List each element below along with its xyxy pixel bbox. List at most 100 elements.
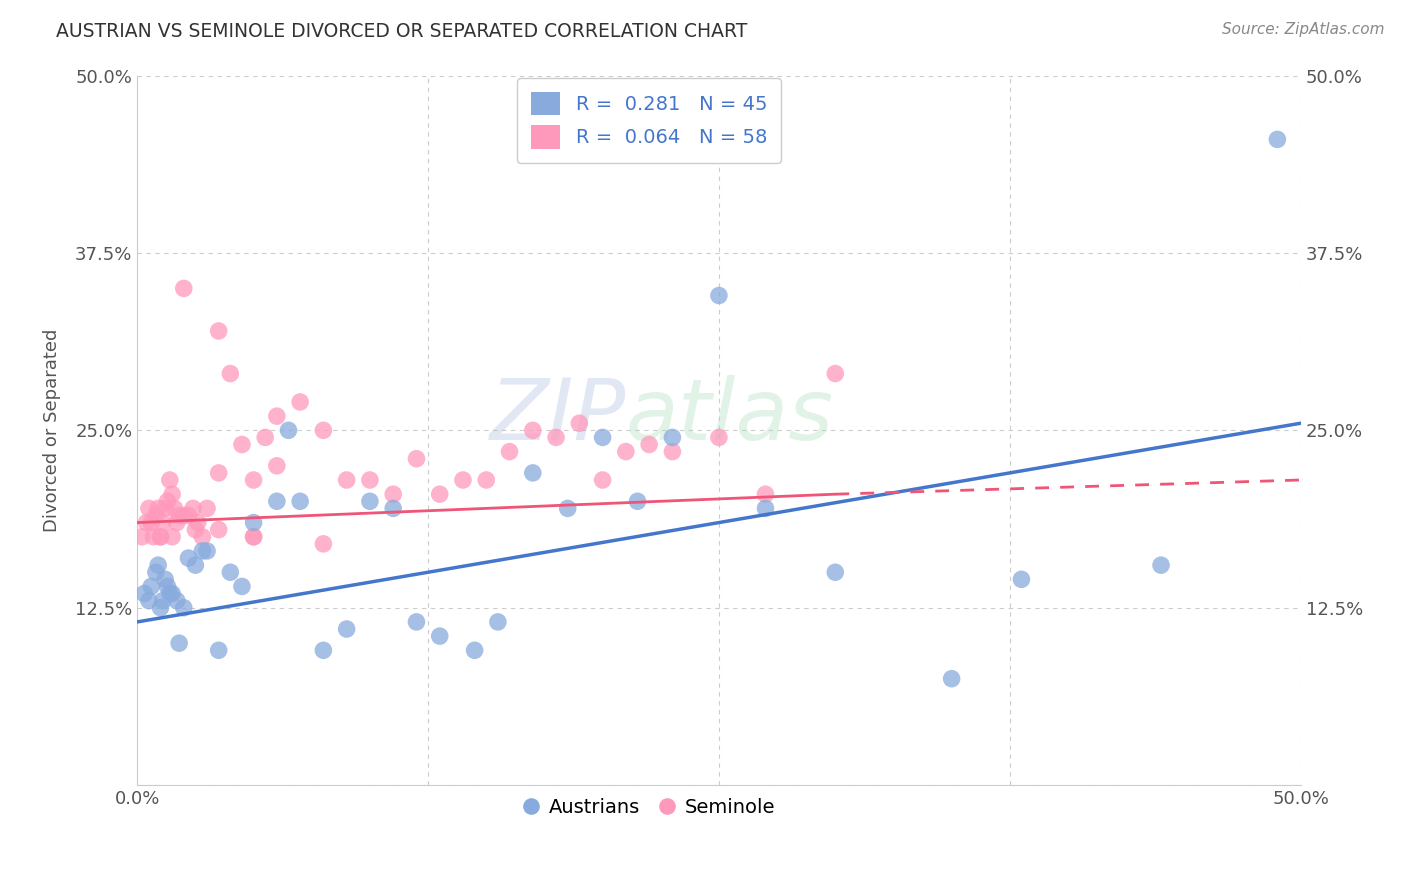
Point: [153, 572, 176, 586]
Point: [156, 579, 179, 593]
Point: [195, 544, 218, 558]
Point: [242, 530, 264, 544]
Point: [148, 501, 170, 516]
Point: [557, 501, 579, 516]
Point: [707, 430, 730, 444]
Point: [754, 501, 776, 516]
Point: [148, 558, 170, 573]
Point: [160, 487, 183, 501]
Point: [1267, 132, 1289, 146]
Point: [219, 367, 242, 381]
Point: [707, 288, 730, 302]
Point: [138, 593, 160, 607]
Point: [134, 586, 156, 600]
Point: [288, 494, 311, 508]
Point: [156, 494, 179, 508]
Point: [522, 423, 544, 437]
Text: ZIP: ZIP: [489, 375, 626, 458]
Point: [336, 622, 359, 636]
Point: [754, 487, 776, 501]
Point: [266, 409, 288, 424]
Point: [312, 537, 335, 551]
Text: atlas: atlas: [626, 375, 834, 458]
Point: [142, 530, 165, 544]
Point: [498, 444, 520, 458]
Point: [382, 487, 405, 501]
Point: [312, 643, 335, 657]
Point: [191, 544, 214, 558]
Point: [159, 473, 181, 487]
Point: [288, 395, 311, 409]
Point: [159, 586, 181, 600]
Point: [166, 593, 188, 607]
Point: [592, 430, 614, 444]
Point: [464, 643, 486, 657]
Point: [149, 530, 172, 544]
Point: [312, 423, 335, 437]
Point: [141, 516, 163, 530]
Point: [568, 416, 591, 430]
Point: [242, 473, 264, 487]
Point: [163, 501, 186, 516]
Point: [266, 458, 288, 473]
Point: [173, 281, 195, 295]
Point: [181, 501, 204, 516]
Point: [153, 501, 176, 516]
Point: [138, 501, 160, 516]
Point: [160, 586, 183, 600]
Point: [429, 629, 451, 643]
Point: [219, 566, 242, 580]
Point: [614, 444, 637, 458]
Point: [167, 636, 190, 650]
Point: [160, 530, 183, 544]
Point: [661, 430, 683, 444]
Point: [141, 579, 163, 593]
Point: [359, 494, 381, 508]
Point: [145, 508, 167, 523]
Point: [451, 473, 474, 487]
Text: AUSTRIAN VS SEMINOLE DIVORCED OR SEPARATED CORRELATION CHART: AUSTRIAN VS SEMINOLE DIVORCED OR SEPARAT…: [56, 22, 748, 41]
Point: [208, 324, 231, 338]
Point: [592, 473, 614, 487]
Point: [135, 516, 157, 530]
Point: [177, 551, 200, 566]
Legend: Austrians, Seminole: Austrians, Seminole: [516, 790, 783, 825]
Point: [941, 672, 963, 686]
Point: [184, 523, 207, 537]
Point: [336, 473, 359, 487]
Point: [208, 643, 231, 657]
Point: [429, 487, 451, 501]
Point: [149, 530, 172, 544]
Point: [661, 444, 683, 458]
Point: [152, 516, 174, 530]
Point: [638, 437, 661, 451]
Point: [149, 600, 172, 615]
Point: [266, 494, 288, 508]
Point: [277, 423, 299, 437]
Point: [231, 579, 253, 593]
Point: [475, 473, 498, 487]
Point: [145, 566, 167, 580]
Text: Source: ZipAtlas.com: Source: ZipAtlas.com: [1222, 22, 1385, 37]
Point: [405, 615, 427, 629]
Point: [131, 530, 153, 544]
Point: [359, 473, 381, 487]
Point: [173, 508, 195, 523]
Point: [626, 494, 648, 508]
Point: [1150, 558, 1173, 573]
Point: [242, 516, 264, 530]
Point: [177, 508, 200, 523]
Point: [1010, 572, 1032, 586]
Point: [231, 437, 253, 451]
Point: [382, 501, 405, 516]
Point: [187, 516, 209, 530]
Point: [152, 593, 174, 607]
Y-axis label: Divorced or Separated: Divorced or Separated: [44, 328, 60, 532]
Point: [824, 566, 846, 580]
Point: [184, 558, 207, 573]
Point: [544, 430, 567, 444]
Point: [522, 466, 544, 480]
Point: [167, 508, 190, 523]
Point: [173, 600, 195, 615]
Point: [254, 430, 277, 444]
